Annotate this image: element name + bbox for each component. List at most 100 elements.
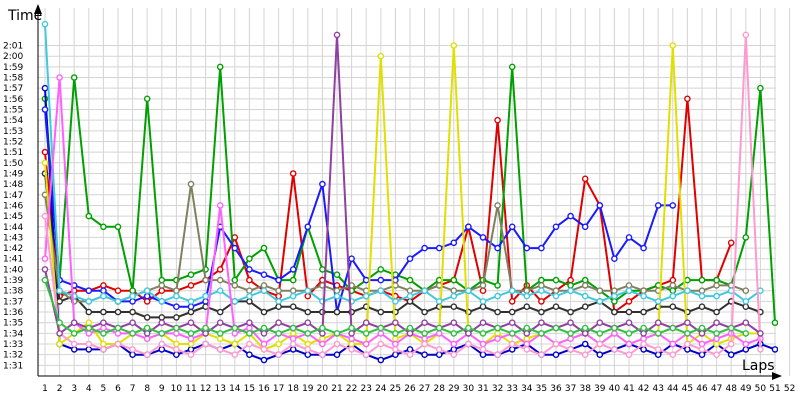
data-point: [552, 303, 560, 311]
y-tick-label: 1:36: [3, 308, 23, 318]
data-point: [684, 95, 691, 103]
y-tick-label: 1:58: [3, 74, 23, 84]
y-tick-label: 1:34: [3, 329, 23, 339]
data-point: [479, 303, 487, 311]
data-point: [508, 308, 516, 316]
data-point: [289, 324, 297, 332]
y-axis-arrow: [34, 4, 42, 14]
data-point: [143, 287, 151, 295]
data-point: [275, 351, 282, 359]
data-point: [611, 330, 618, 337]
data-point: [450, 303, 458, 311]
data-point: [275, 330, 282, 337]
data-point: [421, 351, 428, 359]
data-point: [187, 271, 195, 279]
data-point: [450, 351, 458, 359]
data-point: [158, 276, 166, 284]
data-point: [508, 223, 516, 231]
x-tick-label: 16: [258, 384, 270, 394]
x-tick-label: 14: [229, 384, 241, 394]
data-point: [333, 31, 341, 39]
data-point: [581, 175, 589, 183]
data-point: [187, 335, 195, 343]
data-point: [304, 330, 312, 337]
data-point: [669, 276, 677, 284]
data-point: [625, 308, 633, 316]
y-tick-label: 1:53: [3, 127, 23, 137]
data-point: [552, 340, 560, 348]
y-axis-title: Time: [7, 8, 42, 24]
data-point: [669, 282, 677, 289]
data-point: [275, 292, 282, 300]
data-point: [85, 308, 93, 316]
data-point: [450, 346, 458, 353]
data-point: [231, 330, 239, 337]
data-point: [450, 276, 458, 284]
data-point: [684, 330, 691, 337]
data-point: [216, 63, 224, 71]
data-point: [392, 346, 399, 353]
data-point: [494, 282, 501, 289]
data-point: [41, 266, 49, 273]
data-point: [435, 351, 443, 359]
data-point: [611, 255, 618, 263]
data-point: [202, 276, 209, 284]
data-point: [654, 330, 662, 337]
data-point: [479, 319, 487, 327]
data-point: [684, 276, 691, 284]
data-point: [377, 287, 385, 295]
y-tick-label: 1:46: [3, 201, 23, 211]
data-point: [713, 330, 720, 337]
x-tick-label: 39: [594, 384, 606, 394]
data-point: [450, 42, 458, 49]
data-point: [173, 351, 180, 359]
data-point: [333, 330, 341, 337]
data-point: [158, 282, 166, 289]
data-point: [698, 303, 706, 311]
data-point: [552, 276, 560, 284]
data-point: [114, 324, 122, 332]
data-point: [669, 324, 677, 332]
data-point: [348, 335, 355, 343]
data-point: [698, 292, 706, 300]
data-point: [143, 314, 151, 321]
data-point: [348, 330, 355, 337]
data-point: [56, 287, 63, 295]
data-point: [129, 298, 136, 305]
data-point: [289, 287, 297, 295]
y-tick-label: 1:38: [3, 287, 23, 297]
data-point: [100, 346, 107, 353]
data-point: [348, 346, 355, 353]
data-point: [348, 340, 355, 348]
data-point: [435, 324, 443, 332]
data-point: [523, 340, 531, 348]
data-point: [260, 308, 268, 316]
data-point: [771, 319, 778, 326]
data-point: [698, 324, 706, 332]
x-tick-label: 23: [360, 384, 371, 394]
data-point: [421, 244, 428, 252]
x-tick-label: 48: [725, 384, 737, 394]
y-tick-label: 1:33: [3, 340, 23, 350]
data-point: [538, 244, 545, 252]
data-point: [742, 303, 750, 311]
data-point: [56, 330, 63, 337]
data-point: [100, 282, 107, 289]
data-point: [333, 308, 341, 316]
data-point: [450, 287, 458, 295]
data-point: [596, 319, 604, 327]
data-point: [640, 330, 647, 337]
data-point: [41, 106, 49, 113]
data-point: [158, 340, 166, 348]
data-point: [581, 276, 589, 284]
data-point: [465, 330, 472, 337]
data-point: [289, 292, 297, 300]
y-tick-label: 1:42: [3, 244, 23, 254]
data-point: [669, 292, 677, 300]
data-point: [260, 287, 268, 295]
data-point: [684, 287, 691, 295]
data-point: [654, 319, 662, 327]
data-point: [187, 346, 195, 353]
data-point: [173, 303, 180, 311]
x-tick-label: 6: [115, 384, 121, 394]
